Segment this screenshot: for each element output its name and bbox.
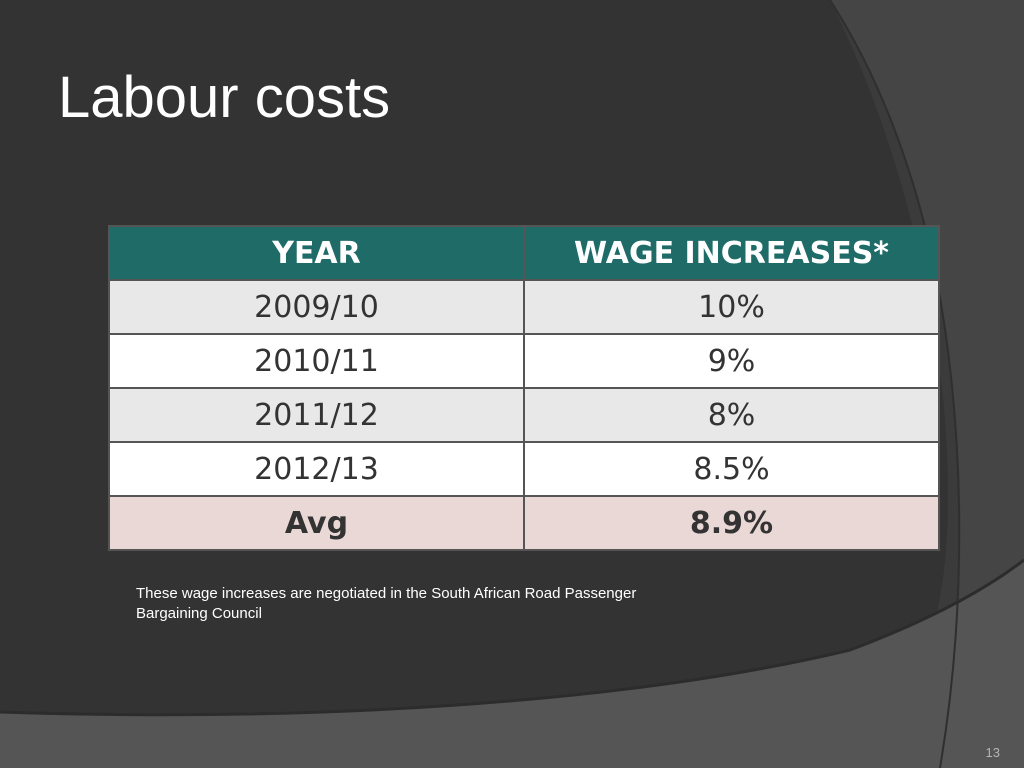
average-row: Avg 8.9% [108, 495, 940, 551]
table-row: 2012/13 8.5% [108, 441, 940, 497]
year-cell: 2010/11 [108, 333, 525, 389]
table-row: 2010/11 9% [108, 333, 940, 389]
footnote-text: These wage increases are negotiated in t… [136, 585, 637, 622]
column-header-year: YEAR [108, 225, 525, 281]
increase-cell: 10% [523, 279, 940, 335]
slide-number: 13 [985, 745, 1000, 760]
table-header-row: YEAR WAGE INCREASES* [108, 225, 940, 281]
wage-increases-table: YEAR WAGE INCREASES* 2009/10 10% 2010/11… [108, 225, 940, 551]
increase-cell: 8.5% [523, 441, 940, 497]
year-cell: 2012/13 [108, 441, 525, 497]
year-cell: 2009/10 [108, 279, 525, 335]
average-label-cell: Avg [108, 495, 525, 551]
page-title: Labour costs [58, 65, 391, 130]
table-row: 2011/12 8% [108, 387, 940, 443]
column-header-wage-increases: WAGE INCREASES* [523, 225, 940, 281]
increase-cell: 9% [523, 333, 940, 389]
increase-cell: 8% [523, 387, 940, 443]
year-cell: 2011/12 [108, 387, 525, 443]
average-value-cell: 8.9% [523, 495, 940, 551]
table-row: 2009/10 10% [108, 279, 940, 335]
